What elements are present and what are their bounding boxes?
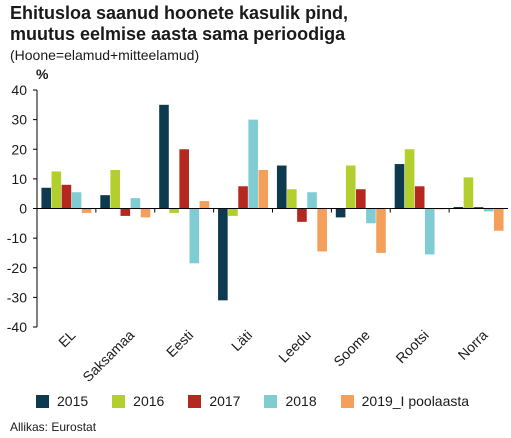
y-tick-label: -40 [7,319,27,335]
x-tick-label: Leedu [275,327,314,366]
bar [463,177,474,209]
bar [287,189,297,209]
bar [169,208,179,213]
legend-label: 2015 [57,393,89,409]
bar [483,208,494,212]
bar [100,195,110,209]
legend-item: 2019_I poolaasta [340,393,470,409]
y-tick-label: -10 [7,230,27,246]
bar-chart: % 40 30 20 10 0 -10 -20 -30 -40 EL Saksamaa Eesti L… [7,66,508,385]
legend-swatch [112,394,126,408]
legend-item: 2016 [112,393,164,409]
bar [189,208,200,264]
x-tick-label: EL [55,327,79,351]
bar [366,208,376,224]
chart-subtitle: (Hoone=elamud+mitteelamud) [10,47,200,63]
bar [335,208,346,218]
legend-label: 2017 [209,393,241,409]
legend-swatch [340,394,354,408]
legend-label: 2016 [133,393,165,409]
bar [356,189,366,209]
y-tick-label: 30 [11,112,27,128]
legend-swatch [188,394,202,408]
y-axis-label: % [36,66,49,82]
chart-title-line-1: Ehitusloa saanud hoonete kasulik pind, [10,3,349,23]
x-tick-label: Saksamaa [79,327,137,385]
bar [140,208,151,218]
y-axis-ticks: 40 30 20 10 0 -10 -20 -30 -40 [7,82,37,335]
legend-item: 2015 [36,393,88,409]
bar [130,198,141,209]
y-tick-label: 10 [11,171,27,187]
legend-item: 2018 [264,393,317,409]
legend-swatch [264,394,278,408]
bar [228,208,238,216]
bar [199,201,210,209]
bar [218,208,228,301]
bar [345,165,356,209]
bar [61,184,72,209]
legend-item: 2017 [188,393,240,409]
bar [276,165,287,209]
y-tick-label: -20 [7,260,27,276]
bar [493,208,504,231]
bar [248,119,258,209]
bar [424,208,435,255]
bar [258,169,269,209]
legend-label: 2019_I poolaasta [361,393,470,409]
x-tick-label: Läti [228,327,255,354]
x-tick-label: Soome [330,327,373,370]
x-tick-label: Norra [455,327,491,363]
y-tick-label: 40 [11,82,27,98]
bar [414,186,425,209]
bar [120,208,131,216]
x-axis-labels: EL Saksamaa Eesti Läti Leedu Soome Rootsi Norra [55,327,491,385]
bar [453,207,464,209]
bar [41,187,52,209]
x-tick-label: Rootsi [392,327,431,366]
chart-title-line-2: muutus eelmise aasta sama perioodiga [10,24,346,44]
bar [307,192,317,209]
bar [394,164,405,209]
chart-title: Ehitusloa saanud hoonete kasulik pind, m… [10,3,505,45]
axes [36,90,508,327]
bar [110,169,121,209]
bar [179,149,189,209]
bar [404,149,415,209]
bar [159,104,169,209]
bars [41,104,504,301]
bar [81,208,92,213]
bar [238,186,248,209]
legend: 2015 2016 2017 2018 2019_I poolaasta [36,393,506,409]
source-note: Allikas: Eurostat [10,420,97,434]
bar [71,192,82,209]
y-tick-label: 20 [11,141,27,157]
bar [473,207,484,209]
bar [51,171,62,209]
bar [376,208,386,253]
bar [317,208,327,252]
y-tick-label: -30 [7,289,27,305]
legend-swatch [36,394,49,408]
y-tick-label: 0 [19,201,27,217]
legend-label: 2018 [285,393,317,409]
x-tick-label: Eesti [163,327,196,360]
bar [297,208,307,222]
